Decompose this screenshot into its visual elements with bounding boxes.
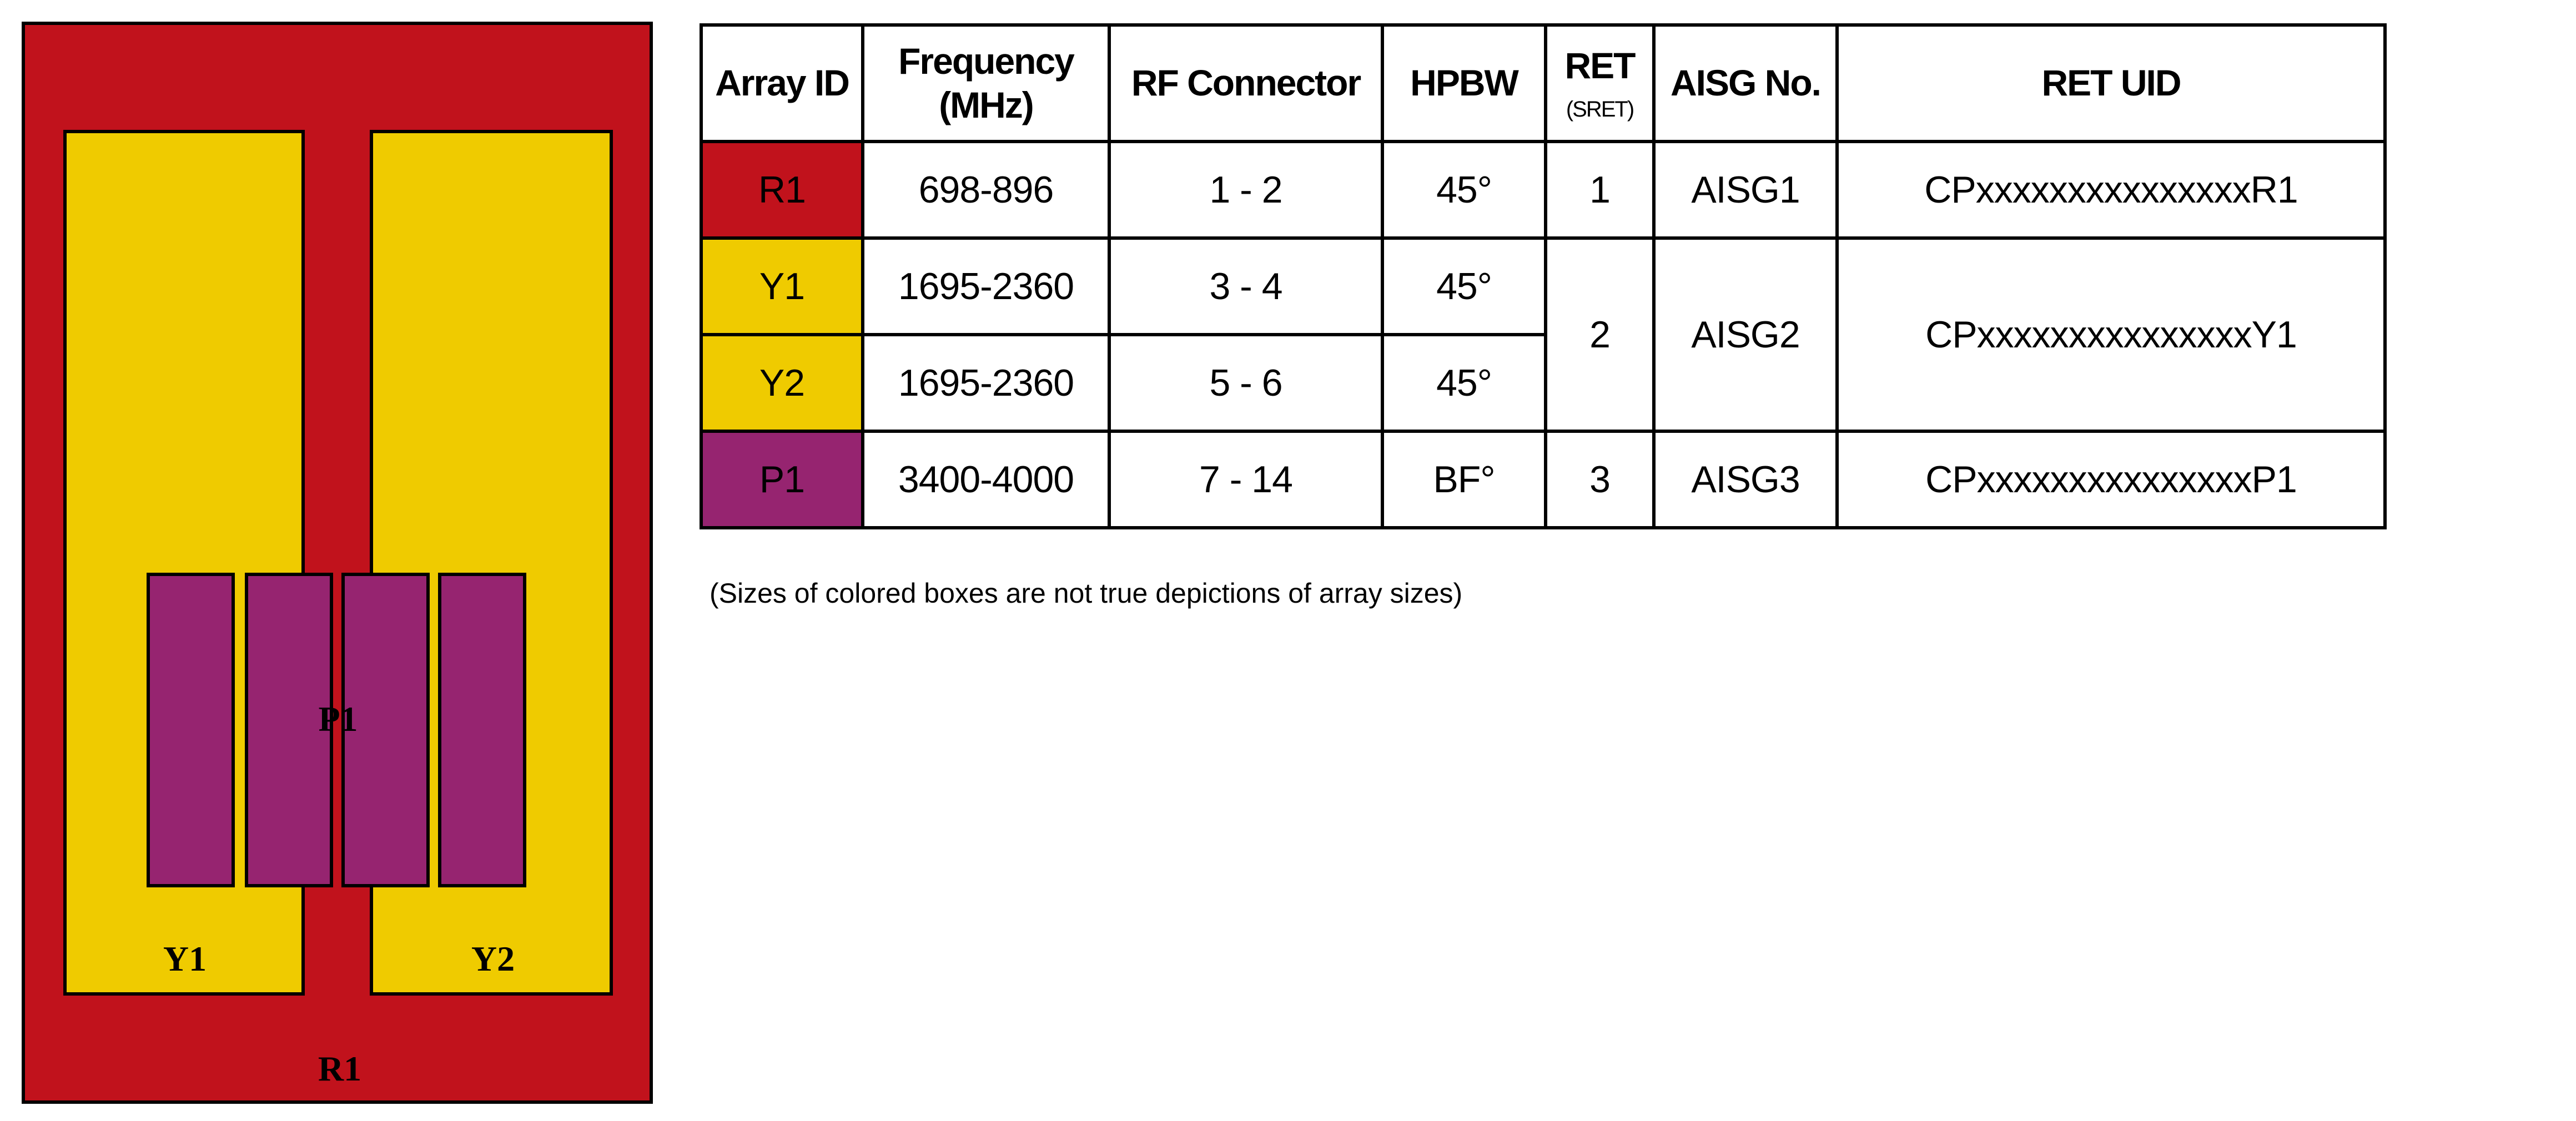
header-aisg: AISG No. [1652, 23, 1839, 143]
cell-hpbw: 45° [1381, 333, 1547, 433]
header-ret-sub: (SRET) [1566, 97, 1634, 122]
cell-rf-connector: 1 - 2 [1108, 140, 1384, 240]
label-r1: R1 [318, 1049, 362, 1088]
label-y1: Y1 [163, 939, 207, 978]
table-row: Y1 1695-2360 3 - 4 45° 2 AISG2 CPxxxxxxx… [700, 236, 2387, 433]
cell-ret-uid: CPxxxxxxxxxxxxxxxY1 [1835, 236, 2387, 433]
array-y2-box [370, 130, 613, 996]
cell-frequency: 698-896 [861, 140, 1111, 240]
header-ret: RET (SRET) [1544, 23, 1656, 143]
cell-hpbw: 45° [1381, 140, 1547, 240]
cell-ret: 3 [1544, 430, 1656, 529]
cell-rf-connector: 3 - 4 [1108, 236, 1384, 336]
array-table: Array ID Frequency (MHz) RF Connector HP… [700, 23, 2387, 529]
cell-aisg: AISG2 [1652, 236, 1839, 433]
cell-frequency: 1695-2360 [861, 333, 1111, 433]
cell-array-id: P1 [700, 430, 864, 529]
array-p1-column [341, 573, 430, 887]
array-p1-column [438, 573, 526, 887]
cell-ret-uid: CPxxxxxxxxxxxxxxxP1 [1835, 430, 2387, 529]
cell-rf-connector: 7 - 14 [1108, 430, 1384, 529]
table-header-row: Array ID Frequency (MHz) RF Connector HP… [700, 23, 2387, 143]
cell-array-id: Y2 [700, 333, 864, 433]
cell-aisg: AISG3 [1652, 430, 1839, 529]
header-hpbw: HPBW [1381, 23, 1547, 143]
array-p1-column [147, 573, 235, 887]
cell-array-id: R1 [700, 140, 864, 240]
header-frequency: Frequency (MHz) [861, 23, 1111, 143]
cell-frequency: 1695-2360 [861, 236, 1111, 336]
header-ret-uid: RET UID [1835, 23, 2387, 143]
cell-ret: 2 [1544, 236, 1656, 433]
header-array-id: Array ID [700, 23, 864, 143]
cell-ret: 1 [1544, 140, 1656, 240]
cell-rf-connector: 5 - 6 [1108, 333, 1384, 433]
table-row: Y2 1695-2360 5 - 6 45° [700, 333, 2385, 433]
caption-note: (Sizes of colored boxes are not true dep… [710, 578, 1463, 609]
cell-hpbw: 45° [1381, 236, 1547, 336]
label-p1: P1 [318, 699, 358, 739]
table-row: R1 698-896 1 - 2 45° 1 AISG1 CPxxxxxxxxx… [700, 140, 2387, 240]
cell-frequency: 3400-4000 [861, 430, 1111, 529]
cell-hpbw: BF° [1381, 430, 1547, 529]
header-rf-connector: RF Connector [1108, 23, 1384, 143]
table-row: P1 3400-4000 7 - 14 BF° 3 AISG3 CPxxxxxx… [700, 430, 2387, 529]
header-ret-label: RET [1564, 45, 1636, 87]
cell-aisg: AISG1 [1652, 140, 1839, 240]
cell-ret-uid: CPxxxxxxxxxxxxxxxR1 [1835, 140, 2387, 240]
label-y2: Y2 [471, 939, 515, 978]
array-p1-column [245, 573, 333, 887]
cell-array-id: Y1 [700, 236, 864, 336]
